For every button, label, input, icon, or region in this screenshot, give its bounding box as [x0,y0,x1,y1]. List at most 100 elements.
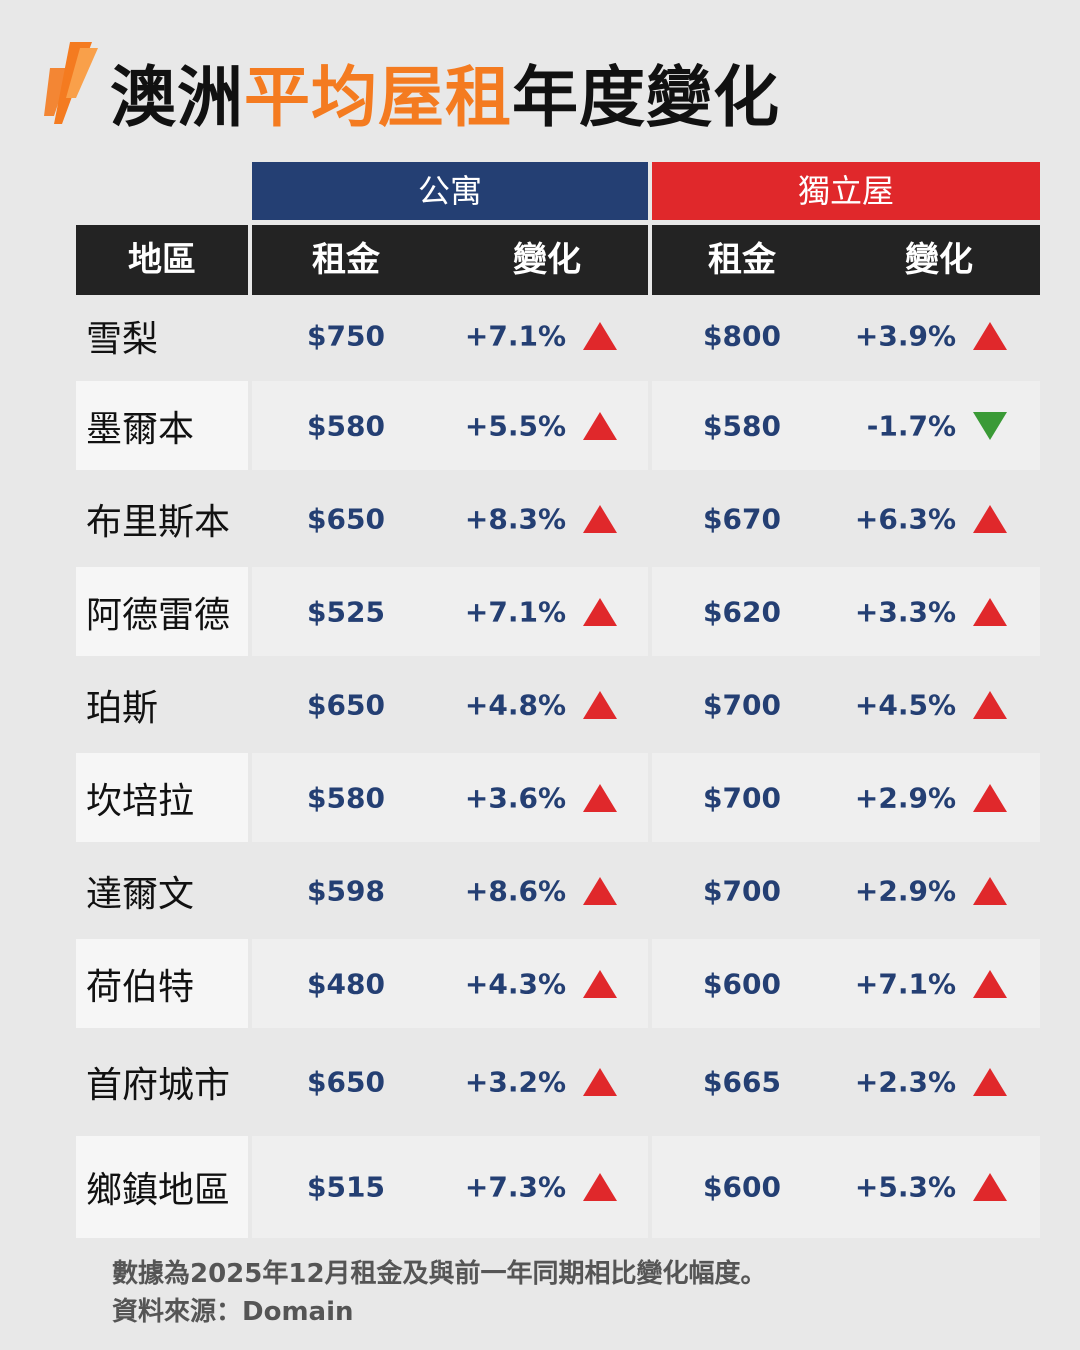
up-triangle-icon [973,876,1007,905]
up-triangle-icon [583,690,617,719]
up-triangle-icon [973,969,1007,998]
apartment-change: +7.1% [464,319,566,353]
table-row: 布里斯本 $650 +8.3% $670 +6.3% [76,474,1040,563]
house-cell: $700 +2.9% [652,753,1040,842]
table-row: 坎培拉 $580 +3.6% $700 +2.9% [76,753,1040,842]
up-triangle-icon [973,690,1007,719]
house-change: +3.9% [854,319,956,353]
region-cell: 墨爾本 [76,381,248,470]
apartment-cell: $580 +5.5% [252,381,648,470]
up-triangle-icon [973,1173,1007,1201]
up-triangle-icon [583,1173,617,1201]
house-change: +4.5% [854,688,956,721]
house-cell: $580 -1.7% [652,381,1040,470]
region-cell: 荷伯特 [76,939,248,1028]
up-triangle-icon [583,1068,617,1096]
region-name: 珀斯 [86,687,159,729]
column-header-house-change: 變化 [905,240,973,280]
apartment-change: +4.3% [464,967,566,1000]
table-row: 墨爾本 $580 +5.5% $580 -1.7% [76,381,1040,470]
house-rent: $800 [703,319,781,353]
group-header-apartment: 公寓 [252,162,648,220]
house-rent: $580 [703,409,781,442]
table-row: 阿德雷德 $525 +7.1% $620 +3.3% [76,567,1040,656]
house-cell: $665 +2.3% [652,1032,1040,1132]
region-name: 荷伯特 [86,966,195,1008]
house-change: +3.3% [854,595,956,628]
down-triangle-icon [973,411,1007,440]
house-cell: $700 +2.9% [652,846,1040,935]
up-triangle-icon [973,783,1007,812]
region-cell: 達爾文 [76,846,248,935]
apartment-change: +8.6% [464,874,566,907]
apartment-rent: $650 [307,502,385,535]
apartment-cell: $515 +7.3% [252,1136,648,1238]
table-row: 鄉鎮地區 $515 +7.3% $600 +5.3% [76,1136,1040,1238]
table-row: 珀斯 $650 +4.8% $700 +4.5% [76,660,1040,749]
region-cell: 珀斯 [76,660,248,749]
column-header-region-label: 地區 [128,240,196,280]
table-row: 達爾文 $598 +8.6% $700 +2.9% [76,846,1040,935]
apartment-rent: $750 [307,319,385,353]
apartment-change: +8.3% [464,502,566,535]
house-cell: $670 +6.3% [652,474,1040,563]
apartment-rent: $515 [307,1170,385,1204]
column-header-apt-change: 變化 [513,240,581,280]
region-cell: 阿德雷德 [76,567,248,656]
house-rent: $670 [703,502,781,535]
column-header-house: 租金 變化 [652,225,1040,295]
apartment-rent: $650 [307,688,385,721]
apartment-cell: $580 +3.6% [252,753,648,842]
up-triangle-icon [583,969,617,998]
apartment-rent: $650 [307,1065,385,1099]
up-triangle-icon [973,1068,1007,1096]
region-cell: 坎培拉 [76,753,248,842]
apartment-change: +4.8% [464,688,566,721]
house-rent: $600 [703,967,781,1000]
apartment-cell: $650 +8.3% [252,474,648,563]
apartment-rent: $580 [307,781,385,814]
region-cell: 布里斯本 [76,474,248,563]
table-row: 首府城市 $650 +3.2% $665 +2.3% [76,1032,1040,1132]
group-header-house: 獨立屋 [652,162,1040,220]
apartment-rent: $525 [307,595,385,628]
table-row: 雪梨 $750 +7.1% $800 +3.9% [76,295,1040,377]
house-change: +2.3% [854,1065,956,1099]
apartment-cell: $750 +7.1% [252,295,648,377]
house-change: +5.3% [854,1170,956,1204]
region-name: 坎培拉 [86,780,195,822]
footnote-source: 資料來源：Domain [112,1297,354,1327]
up-triangle-icon [583,411,617,440]
house-rent: $665 [703,1065,781,1099]
footnote-data-note: 數據為2025年12月租金及與前一年同期相比變化幅度。 [112,1259,767,1289]
house-cell: $700 +4.5% [652,660,1040,749]
house-rent: $700 [703,874,781,907]
apartment-rent: $598 [307,874,385,907]
column-header-region: 地區 [76,225,248,295]
apartment-cell: $650 +4.8% [252,660,648,749]
up-triangle-icon [973,504,1007,533]
house-change: +2.9% [854,874,956,907]
apartment-cell: $650 +3.2% [252,1032,648,1132]
region-cell: 雪梨 [76,295,248,377]
up-triangle-icon [583,504,617,533]
apartment-change: +3.6% [464,781,566,814]
house-cell: $800 +3.9% [652,295,1040,377]
up-triangle-icon [583,322,617,350]
apartment-cell: $525 +7.1% [252,567,648,656]
title-part-2-highlight: 平均屋租 [244,59,512,136]
title-part-3: 年度變化 [512,59,780,136]
region-name: 雪梨 [86,319,159,360]
apartment-cell: $480 +4.3% [252,939,648,1028]
region-name: 布里斯本 [86,501,231,543]
region-name: 墨爾本 [86,408,195,450]
house-cell: $620 +3.3% [652,567,1040,656]
house-change: -1.7% [866,409,956,442]
house-rent: $700 [703,688,781,721]
apartment-change: +7.1% [464,595,566,628]
region-cell: 鄉鎮地區 [76,1136,248,1238]
apartment-rent: $480 [307,967,385,1000]
up-triangle-icon [973,322,1007,350]
apartment-rent: $580 [307,409,385,442]
table-row: 荷伯特 $480 +4.3% $600 +7.1% [76,939,1040,1028]
